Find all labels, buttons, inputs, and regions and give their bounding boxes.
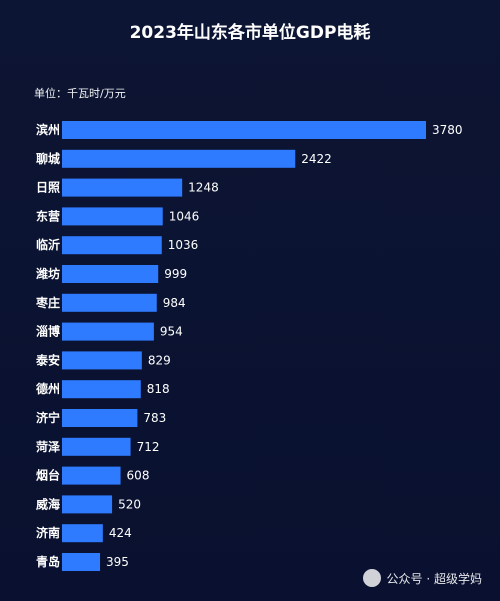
category-label: 日照 — [36, 180, 60, 195]
category-label: 菏泽 — [36, 439, 60, 454]
bar — [62, 351, 142, 370]
value-label: 783 — [143, 411, 166, 425]
bar — [62, 409, 138, 427]
bar — [62, 121, 426, 139]
bar — [62, 149, 296, 168]
bar — [62, 437, 131, 456]
category-label: 淄博 — [36, 324, 60, 339]
bar — [62, 553, 101, 571]
category-label: 济宁 — [36, 410, 60, 425]
value-label: 1046 — [169, 209, 200, 223]
unit-label: 单位：千瓦时/万元 — [34, 87, 126, 100]
value-label: 424 — [109, 526, 132, 540]
value-label: 1036 — [168, 238, 199, 252]
chart-title: 2023年山东各市单位GDP电耗 — [129, 23, 371, 43]
category-label: 威海 — [36, 496, 60, 511]
value-label: 829 — [148, 353, 171, 367]
value-label: 520 — [118, 497, 141, 511]
category-label: 枣庄 — [35, 295, 60, 310]
bar — [62, 265, 159, 283]
value-label: 818 — [147, 382, 170, 396]
category-label: 潍坊 — [35, 266, 60, 281]
bar — [62, 293, 157, 312]
bar — [62, 178, 183, 197]
category-label: 滨州 — [36, 122, 60, 137]
category-label: 聊城 — [36, 151, 60, 166]
bar — [62, 236, 162, 255]
category-label: 泰安 — [35, 352, 60, 367]
category-label: 烟台 — [36, 468, 60, 483]
value-label: 954 — [160, 325, 183, 339]
value-label: 395 — [106, 555, 129, 569]
watermark: 公众号 · 超级学妈 — [362, 569, 482, 587]
bar — [62, 207, 163, 226]
value-label: 3780 — [432, 123, 463, 137]
category-label: 临沂 — [36, 237, 60, 252]
category-label: 青岛 — [36, 554, 60, 569]
bar — [62, 524, 103, 543]
value-label: 2422 — [301, 152, 332, 166]
bar — [62, 322, 154, 341]
category-label: 德州 — [36, 381, 60, 396]
watermark-text: 公众号 · 超级学妈 — [386, 571, 482, 586]
value-label: 1248 — [188, 181, 219, 195]
bar — [62, 495, 113, 514]
value-label: 999 — [164, 267, 187, 281]
category-label: 东营 — [36, 208, 60, 223]
wechat-icon — [362, 569, 381, 587]
value-label: 712 — [137, 440, 160, 454]
category-label: 济南 — [36, 525, 60, 540]
bar — [62, 380, 141, 399]
value-label: 984 — [163, 296, 186, 310]
bar — [62, 466, 121, 485]
value-label: 608 — [127, 469, 150, 483]
